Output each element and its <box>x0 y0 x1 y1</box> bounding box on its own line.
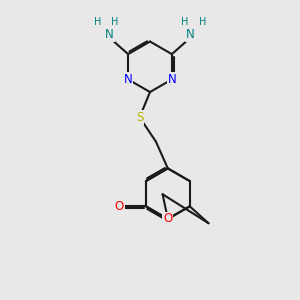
Text: H: H <box>94 17 101 27</box>
Text: S: S <box>136 111 143 124</box>
Text: H: H <box>111 17 119 27</box>
Text: O: O <box>115 200 124 213</box>
Text: H: H <box>181 17 189 27</box>
Text: N: N <box>167 73 176 86</box>
Text: N: N <box>186 28 195 41</box>
Text: N: N <box>124 73 133 86</box>
Text: N: N <box>105 28 114 41</box>
Text: H: H <box>199 17 206 27</box>
Text: O: O <box>163 212 172 226</box>
